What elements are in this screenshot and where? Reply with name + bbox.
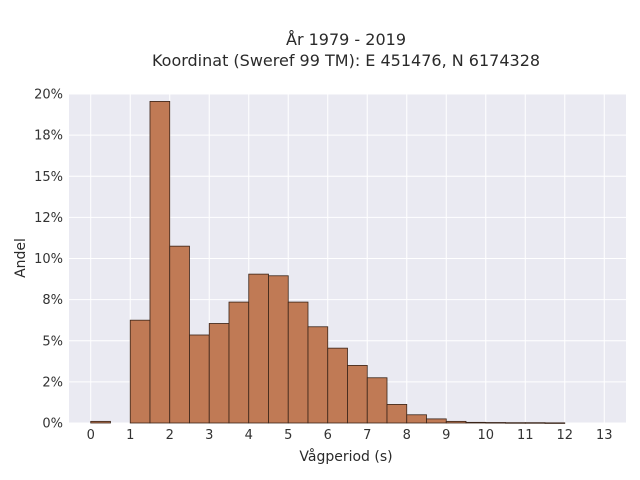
y-axis-ticks: 0% 2% 5% 8% 10% 12% 15% 18% 20% (34, 88, 63, 432)
histogram-bar (445, 420, 467, 424)
histogram-bar (406, 414, 427, 424)
histogram-bar (386, 404, 408, 424)
x-tick-label: 2 (166, 428, 174, 443)
histogram-bar (347, 365, 368, 424)
histogram-bar (366, 377, 388, 424)
histogram-bar (524, 422, 546, 424)
x-tick-label: 9 (442, 428, 450, 443)
histogram-bar (268, 275, 289, 424)
x-tick-label: 8 (403, 428, 411, 443)
x-axis-label: Vågperiod (s) (299, 448, 392, 465)
x-tick-label: 0 (87, 428, 95, 443)
histogram-bar (90, 420, 111, 424)
histogram-bar (189, 334, 210, 424)
y-tick-label: 18% (34, 129, 63, 144)
chart-subtitle: Koordinat (Sweref 99 TM): E 451476, N 61… (152, 51, 540, 70)
histogram-bar (287, 301, 309, 424)
histogram-bar (129, 319, 151, 424)
x-tick-label: 1 (126, 428, 134, 443)
histogram-bar (208, 323, 230, 424)
x-tick-label: 11 (517, 428, 534, 443)
x-tick-label: 4 (245, 428, 253, 443)
histogram-bar (327, 347, 348, 424)
x-tick-label: 7 (363, 428, 371, 443)
histogram-bar (228, 301, 250, 424)
histogram-bar (169, 245, 190, 424)
y-tick-label: 10% (34, 252, 63, 267)
y-tick-label: 12% (34, 211, 63, 226)
histogram-bar (544, 422, 566, 424)
x-tick-label: 5 (284, 428, 292, 443)
x-tick-label: 3 (205, 428, 213, 443)
histogram-bar (307, 326, 329, 424)
bars (90, 101, 566, 424)
histogram-bar (465, 421, 487, 424)
histogram-bar (248, 273, 269, 424)
x-tick-label: 6 (324, 428, 332, 443)
x-tick-label: 13 (596, 428, 613, 443)
y-axis-label: Andel (13, 238, 29, 278)
y-tick-label: 5% (42, 334, 63, 349)
y-tick-label: 0% (42, 417, 63, 432)
y-tick-label: 15% (34, 170, 63, 185)
x-axis-ticks: 0 1 2 3 4 5 6 7 8 9 10 11 12 13 (87, 428, 613, 443)
y-tick-label: 2% (42, 375, 63, 390)
y-tick-label: 8% (42, 293, 63, 308)
histogram-bar (426, 418, 447, 424)
histogram-bar (149, 101, 171, 424)
chart-title: År 1979 - 2019 (286, 30, 406, 49)
y-tick-label: 20% (34, 88, 63, 103)
histogram-bar (485, 422, 506, 424)
histogram-bar (505, 422, 526, 424)
x-tick-label: 12 (556, 428, 573, 443)
x-tick-label: 10 (477, 428, 494, 443)
